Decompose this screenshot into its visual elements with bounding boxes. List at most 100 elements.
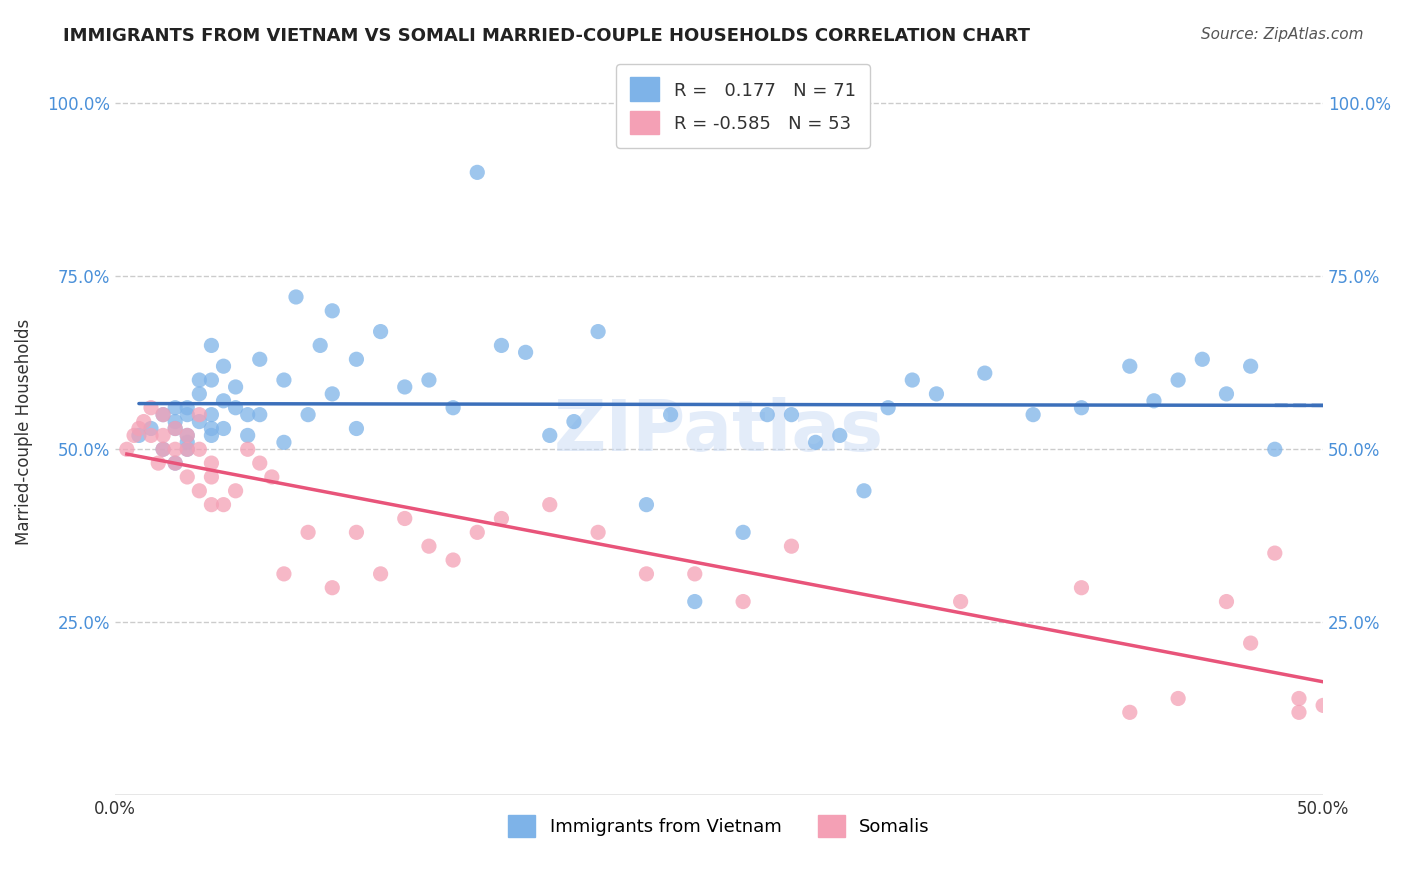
Immigrants from Vietnam bbox=[309, 338, 332, 352]
Somalis bbox=[491, 511, 513, 525]
Immigrants from Vietnam bbox=[236, 428, 259, 442]
Immigrants from Vietnam bbox=[346, 421, 368, 435]
Somalis bbox=[949, 594, 972, 608]
Immigrants from Vietnam bbox=[1215, 387, 1237, 401]
Somalis bbox=[273, 566, 295, 581]
Immigrants from Vietnam bbox=[176, 435, 198, 450]
Immigrants from Vietnam bbox=[212, 421, 235, 435]
Immigrants from Vietnam bbox=[200, 428, 222, 442]
Somalis bbox=[780, 539, 803, 553]
Immigrants from Vietnam bbox=[176, 428, 198, 442]
Somalis bbox=[115, 442, 138, 457]
Somalis bbox=[1264, 546, 1286, 560]
Immigrants from Vietnam bbox=[1119, 359, 1142, 374]
Somalis bbox=[346, 525, 368, 540]
Somalis bbox=[152, 408, 174, 422]
Immigrants from Vietnam bbox=[877, 401, 900, 415]
Somalis bbox=[538, 498, 561, 512]
Immigrants from Vietnam bbox=[828, 428, 851, 442]
Immigrants from Vietnam bbox=[586, 325, 609, 339]
Immigrants from Vietnam bbox=[538, 428, 561, 442]
Immigrants from Vietnam bbox=[249, 352, 271, 367]
Somalis bbox=[636, 566, 658, 581]
Legend: Immigrants from Vietnam, Somalis: Immigrants from Vietnam, Somalis bbox=[501, 808, 936, 845]
Somalis bbox=[139, 428, 162, 442]
Immigrants from Vietnam bbox=[212, 393, 235, 408]
Somalis bbox=[370, 566, 392, 581]
Immigrants from Vietnam bbox=[128, 428, 150, 442]
Immigrants from Vietnam bbox=[659, 408, 682, 422]
Immigrants from Vietnam bbox=[165, 421, 187, 435]
Somalis bbox=[683, 566, 706, 581]
Somalis bbox=[152, 442, 174, 457]
Immigrants from Vietnam bbox=[1070, 401, 1092, 415]
Immigrants from Vietnam bbox=[973, 366, 995, 380]
Immigrants from Vietnam bbox=[176, 401, 198, 415]
Immigrants from Vietnam bbox=[273, 435, 295, 450]
Somalis bbox=[321, 581, 343, 595]
Somalis bbox=[148, 456, 170, 470]
Immigrants from Vietnam bbox=[225, 380, 247, 394]
Text: IMMIGRANTS FROM VIETNAM VS SOMALI MARRIED-COUPLE HOUSEHOLDS CORRELATION CHART: IMMIGRANTS FROM VIETNAM VS SOMALI MARRIE… bbox=[63, 27, 1031, 45]
Immigrants from Vietnam bbox=[176, 442, 198, 457]
Immigrants from Vietnam bbox=[165, 456, 187, 470]
Immigrants from Vietnam bbox=[139, 421, 162, 435]
Somalis bbox=[1312, 698, 1334, 713]
Somalis bbox=[200, 498, 222, 512]
Immigrants from Vietnam bbox=[925, 387, 948, 401]
Text: Source: ZipAtlas.com: Source: ZipAtlas.com bbox=[1201, 27, 1364, 42]
Immigrants from Vietnam bbox=[273, 373, 295, 387]
Somalis bbox=[200, 470, 222, 484]
Somalis bbox=[225, 483, 247, 498]
Immigrants from Vietnam bbox=[321, 387, 343, 401]
Somalis bbox=[176, 428, 198, 442]
Somalis bbox=[418, 539, 440, 553]
Immigrants from Vietnam bbox=[236, 408, 259, 422]
Immigrants from Vietnam bbox=[756, 408, 779, 422]
Immigrants from Vietnam bbox=[370, 325, 392, 339]
Somalis bbox=[212, 498, 235, 512]
Somalis bbox=[188, 408, 211, 422]
Immigrants from Vietnam bbox=[1239, 359, 1261, 374]
Immigrants from Vietnam bbox=[200, 421, 222, 435]
Somalis bbox=[586, 525, 609, 540]
Immigrants from Vietnam bbox=[515, 345, 537, 359]
Somalis bbox=[236, 442, 259, 457]
Immigrants from Vietnam bbox=[1022, 408, 1045, 422]
Somalis bbox=[733, 594, 755, 608]
Immigrants from Vietnam bbox=[418, 373, 440, 387]
Somalis bbox=[1167, 691, 1189, 706]
Somalis bbox=[132, 415, 155, 429]
Somalis bbox=[165, 442, 187, 457]
Somalis bbox=[260, 470, 283, 484]
Immigrants from Vietnam bbox=[780, 408, 803, 422]
Somalis bbox=[1215, 594, 1237, 608]
Immigrants from Vietnam bbox=[465, 165, 488, 179]
Immigrants from Vietnam bbox=[200, 373, 222, 387]
Immigrants from Vietnam bbox=[321, 303, 343, 318]
Immigrants from Vietnam bbox=[491, 338, 513, 352]
Somalis bbox=[1288, 706, 1310, 720]
Somalis bbox=[188, 442, 211, 457]
Immigrants from Vietnam bbox=[346, 352, 368, 367]
Somalis bbox=[441, 553, 464, 567]
Immigrants from Vietnam bbox=[152, 408, 174, 422]
Immigrants from Vietnam bbox=[297, 408, 319, 422]
Immigrants from Vietnam bbox=[225, 401, 247, 415]
Somalis bbox=[297, 525, 319, 540]
Immigrants from Vietnam bbox=[1264, 442, 1286, 457]
Immigrants from Vietnam bbox=[165, 415, 187, 429]
Immigrants from Vietnam bbox=[188, 387, 211, 401]
Somalis bbox=[122, 428, 145, 442]
Immigrants from Vietnam bbox=[200, 338, 222, 352]
Immigrants from Vietnam bbox=[152, 442, 174, 457]
Immigrants from Vietnam bbox=[1143, 393, 1166, 408]
Immigrants from Vietnam bbox=[441, 401, 464, 415]
Somalis bbox=[165, 421, 187, 435]
Somalis bbox=[200, 456, 222, 470]
Y-axis label: Married-couple Households: Married-couple Households bbox=[15, 318, 32, 545]
Somalis bbox=[139, 401, 162, 415]
Immigrants from Vietnam bbox=[200, 408, 222, 422]
Immigrants from Vietnam bbox=[188, 415, 211, 429]
Somalis bbox=[165, 456, 187, 470]
